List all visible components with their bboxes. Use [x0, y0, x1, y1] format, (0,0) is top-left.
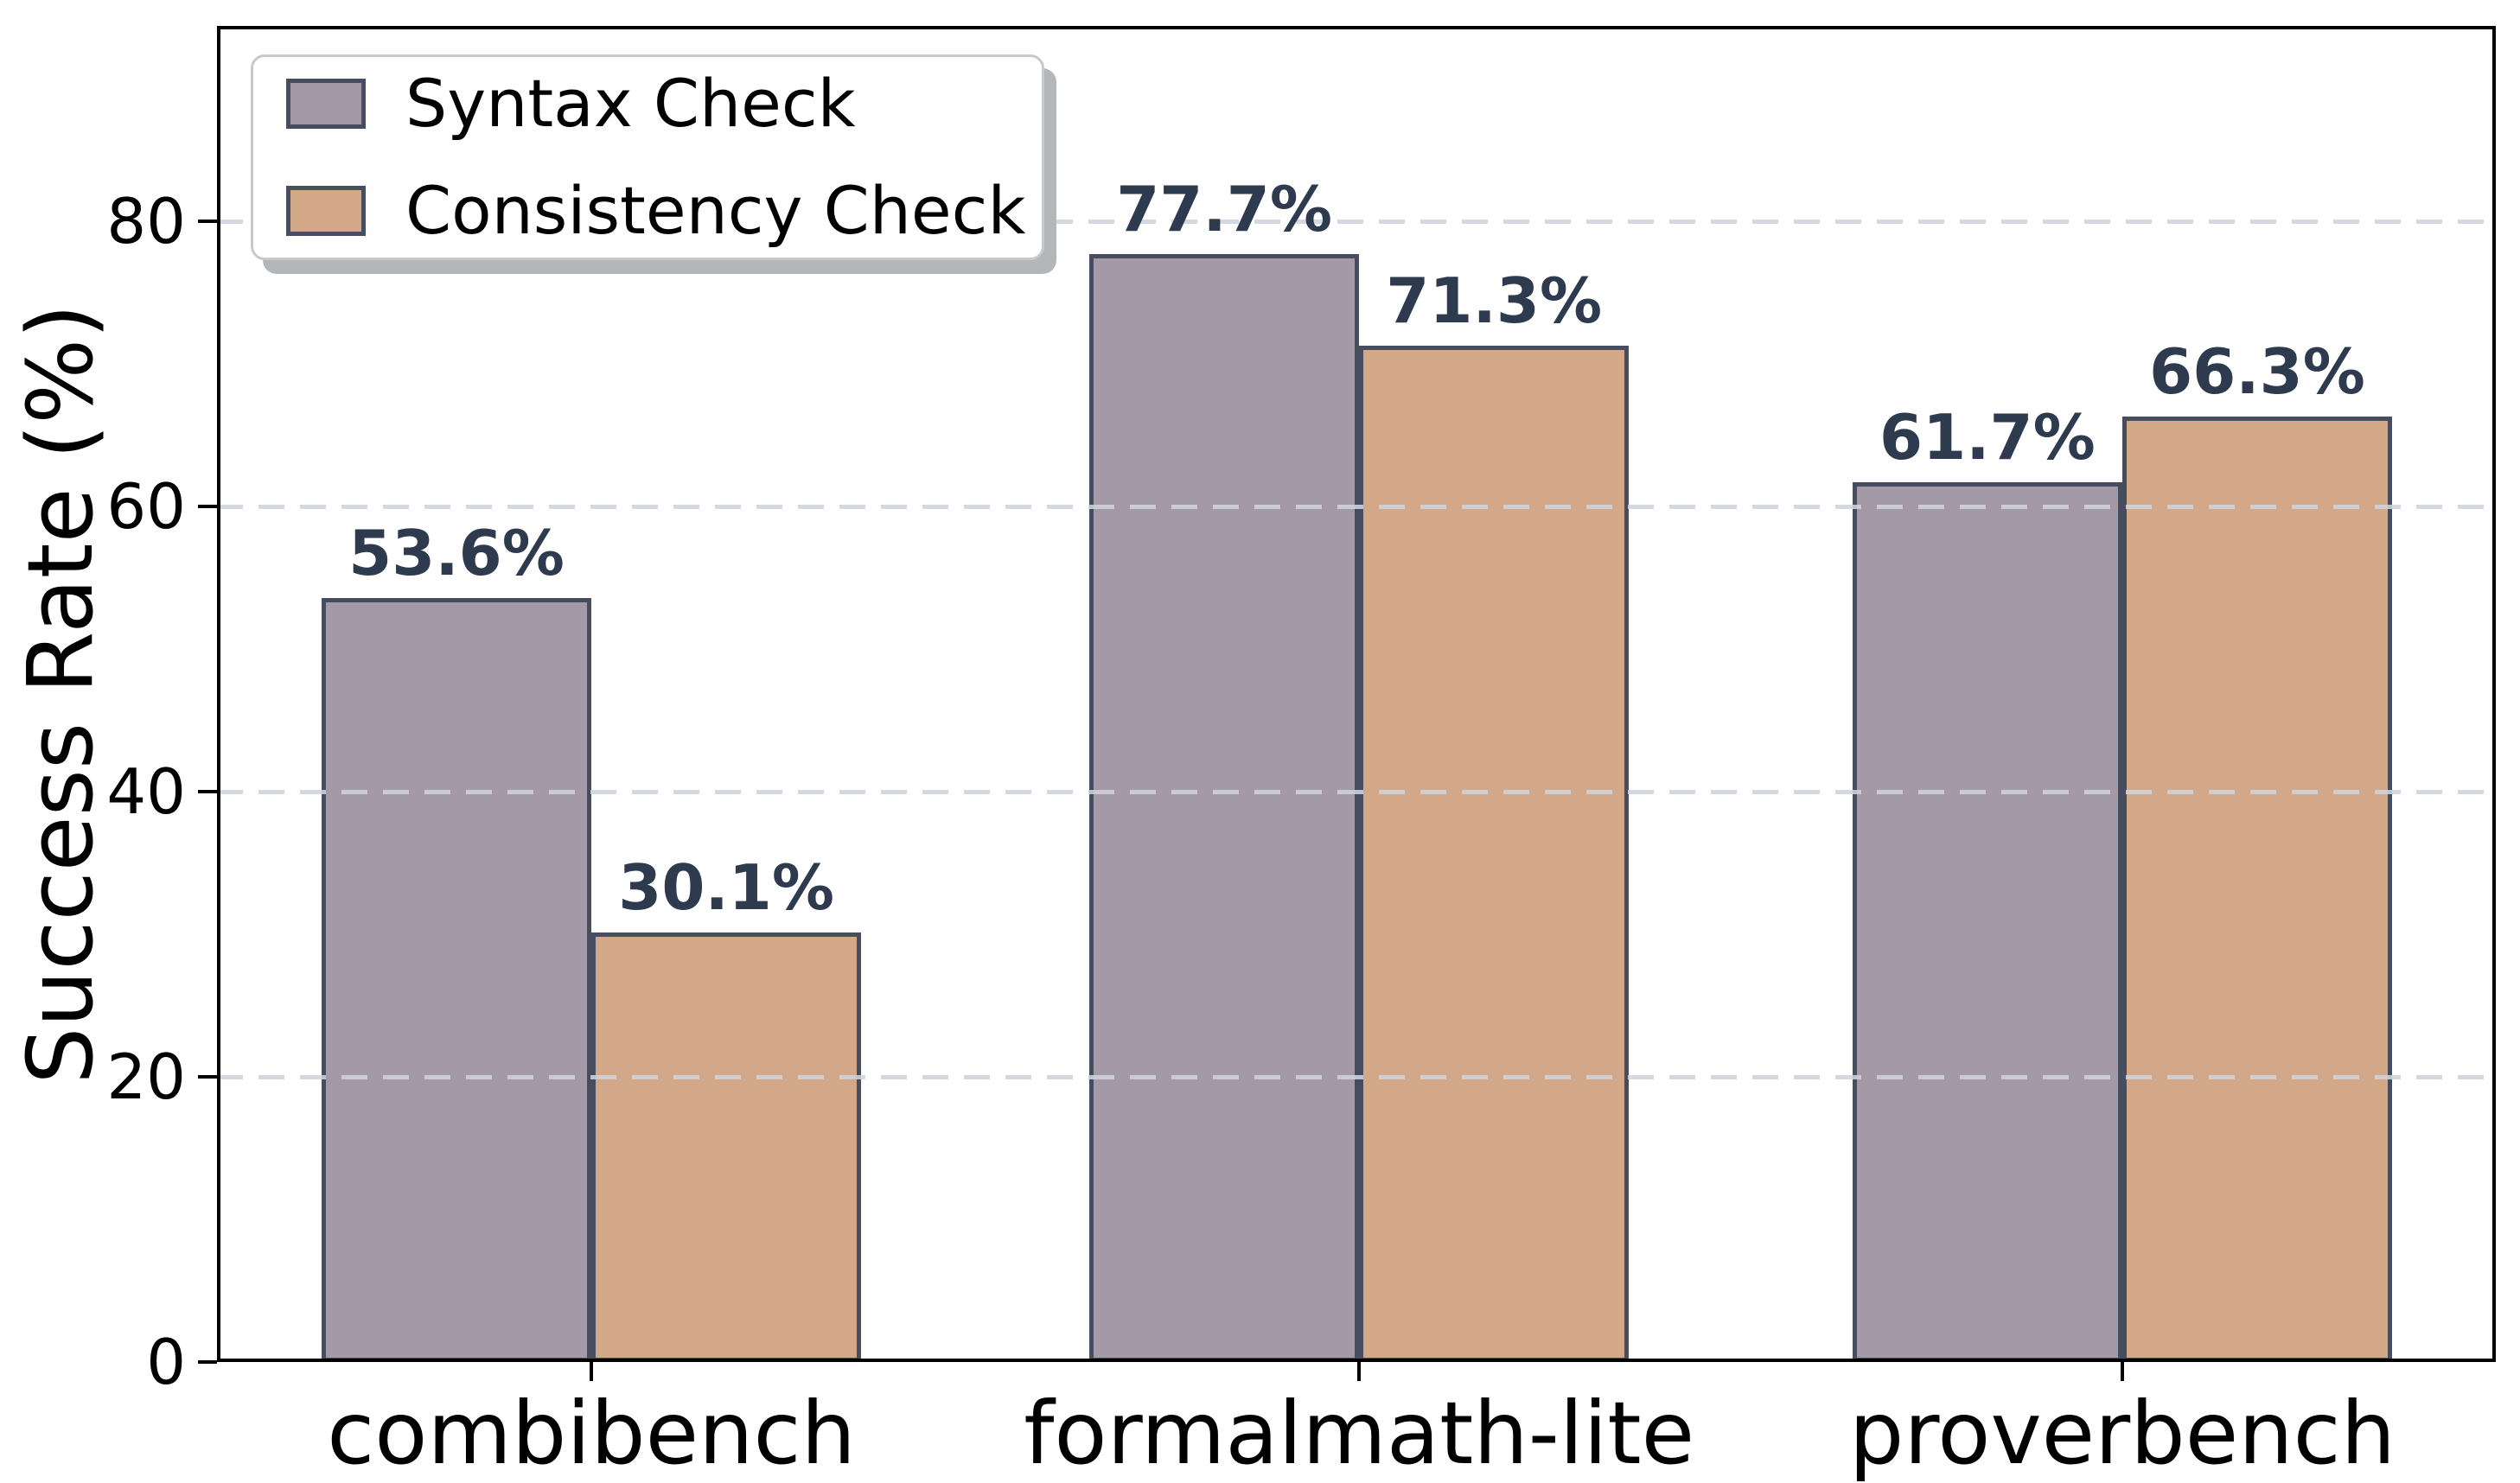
bar-combibench-consistency-check: [591, 932, 862, 1362]
legend-swatch-consistency-check: [286, 186, 366, 236]
bar-proverbench-syntax-check: [1852, 481, 2122, 1362]
bar-proverbench-consistency-check: [2121, 417, 2393, 1362]
gridline-y-80: [217, 219, 2496, 224]
legend-row-syntax-check: Syntax Check: [286, 67, 1009, 140]
y-tick-label-20: 20: [106, 1041, 186, 1113]
bar-formalmath-lite-syntax-check: [1089, 254, 1360, 1362]
bar-formalmath-lite-consistency-check: [1359, 345, 1630, 1362]
legend-swatch-syntax-check: [286, 79, 366, 129]
y-tick-label-60: 60: [106, 470, 186, 544]
x-tick-mark-proverbench: [2120, 1362, 2124, 1381]
legend: Syntax Check Consistency Check: [251, 54, 1044, 260]
gridline-y-20: [217, 1074, 2496, 1079]
gridline-y-60: [217, 504, 2496, 509]
legend-label-consistency-check: Consistency Check: [405, 172, 1026, 249]
value-label-formalmath-lite-syntax-check: 77.7%: [1116, 172, 1333, 245]
bar-combibench-syntax-check: [321, 597, 592, 1362]
x-tick-label-formalmath-lite: formalmath-lite: [1024, 1383, 1695, 1483]
y-tick-mark-80: [198, 220, 217, 224]
y-tick-label-80: 80: [106, 185, 186, 258]
y-tick-mark-0: [198, 1360, 217, 1364]
value-label-combibench-consistency-check: 30.1%: [618, 851, 835, 925]
y-tick-label-0: 0: [146, 1326, 186, 1398]
y-tick-label-40: 40: [106, 755, 186, 829]
value-label-combibench-syntax-check: 53.6%: [348, 516, 565, 589]
y-tick-mark-20: [198, 1075, 217, 1079]
legend-row-consistency-check: Consistency Check: [286, 175, 1025, 247]
value-label-proverbench-consistency-check: 66.3%: [2149, 335, 2365, 409]
value-label-proverbench-syntax-check: 61.7%: [1879, 400, 2096, 474]
y-tick-mark-60: [198, 505, 217, 509]
x-tick-mark-formalmath-lite: [1357, 1362, 1362, 1381]
value-label-formalmath-lite-consistency-check: 71.3%: [1386, 264, 1603, 337]
y-tick-mark-40: [198, 790, 217, 794]
legend-label-syntax-check: Syntax Check: [405, 65, 856, 142]
x-tick-label-proverbench: proverbench: [1848, 1383, 2396, 1483]
gridline-y-40: [217, 789, 2496, 794]
x-tick-label-combibench: combibench: [327, 1383, 856, 1483]
x-tick-mark-combibench: [590, 1362, 594, 1381]
